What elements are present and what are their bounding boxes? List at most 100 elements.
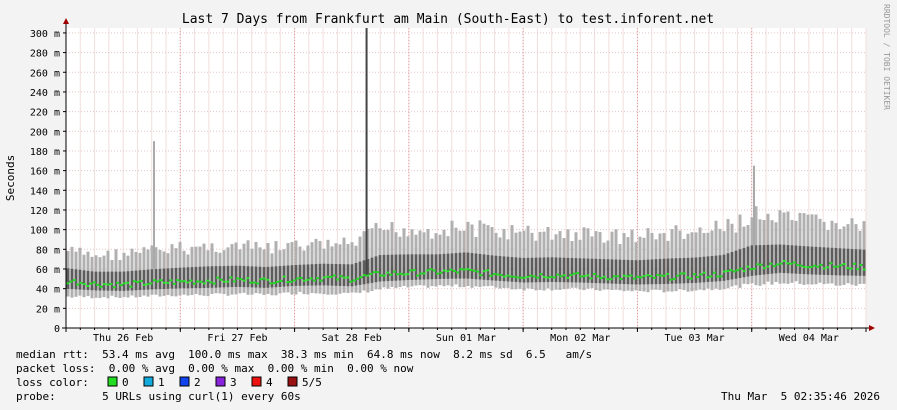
smoke-inner	[218, 266, 222, 288]
smoke-inner	[294, 264, 298, 286]
median-point	[112, 286, 116, 289]
smoke-inner	[162, 268, 166, 289]
median-point	[156, 280, 160, 283]
median-point	[452, 269, 456, 272]
median-point	[649, 275, 653, 278]
smoke-inner	[318, 263, 322, 286]
median-point	[139, 279, 143, 282]
median-point	[506, 274, 510, 277]
median-point	[249, 281, 253, 284]
smoke-inner	[122, 271, 126, 291]
median-point	[676, 274, 680, 277]
smoke-outer	[478, 220, 482, 287]
median-point	[642, 275, 646, 278]
median-point	[806, 266, 810, 269]
median-point	[596, 275, 600, 278]
smoke-inner	[458, 252, 462, 279]
median-point	[246, 277, 250, 280]
median-point	[359, 276, 363, 279]
smoke-inner	[654, 259, 658, 285]
loss-color-value: 3	[230, 376, 237, 389]
smoke-inner	[186, 267, 190, 289]
median-point	[312, 279, 316, 282]
smoke-inner	[806, 246, 810, 275]
median-point	[146, 283, 150, 286]
smoke-inner	[90, 271, 94, 291]
median-point	[442, 269, 446, 272]
smoke-inner	[546, 257, 550, 283]
median-point	[439, 271, 443, 274]
smoke-inner	[98, 271, 102, 291]
median-point	[816, 265, 820, 268]
smoke-inner	[782, 244, 786, 274]
x-tick-label: Tue 03 Mar	[664, 333, 724, 344]
smoke-inner	[662, 258, 666, 284]
smoke-inner	[66, 268, 70, 289]
median-point	[799, 264, 803, 267]
x-tick-label: Mon 02 Mar	[550, 333, 610, 344]
median-point	[462, 268, 466, 271]
smoke-inner	[422, 254, 426, 280]
rrdtool-watermark: RRDTOOL / TOBI OETIKER	[882, 4, 891, 110]
median-point	[572, 272, 576, 275]
median-point	[519, 276, 523, 279]
median-point	[222, 280, 226, 283]
smoke-inner	[618, 259, 622, 284]
median-point	[226, 280, 230, 283]
median-point	[749, 268, 753, 271]
smoke-inner	[858, 249, 862, 276]
y-tick-label: 40 m	[36, 285, 60, 296]
median-point	[356, 277, 360, 280]
median-point	[776, 263, 780, 266]
smoke-inner	[786, 245, 790, 274]
median-point	[562, 274, 566, 277]
smoke-inner	[514, 257, 518, 283]
median-point	[772, 265, 776, 268]
median-point	[742, 270, 746, 273]
smoke-inner	[778, 244, 782, 273]
y-tick-label: 240 m	[30, 88, 60, 99]
smoke-inner	[222, 265, 226, 288]
median-point	[736, 269, 740, 272]
median-point	[99, 285, 103, 288]
smoke-inner	[774, 244, 778, 274]
smoke-inner	[846, 248, 850, 276]
y-tick-label: 220 m	[30, 108, 60, 119]
smoke-inner	[142, 269, 146, 290]
median-point	[412, 269, 416, 272]
median-point	[446, 270, 450, 273]
median-point	[232, 280, 236, 283]
smoke-inner	[490, 255, 494, 281]
y-tick-label: 100 m	[30, 226, 60, 237]
median-point	[489, 274, 493, 277]
y-tick-label: 120 m	[30, 206, 60, 217]
smoke-inner	[210, 266, 214, 288]
median-point	[149, 282, 153, 285]
smoke-inner	[502, 256, 506, 282]
smoke-inner	[226, 265, 230, 288]
median-point	[552, 276, 556, 279]
median-point	[89, 282, 93, 285]
median-point	[322, 276, 326, 279]
smoke-inner	[850, 248, 854, 276]
median-point	[786, 262, 790, 265]
median-point	[299, 276, 303, 279]
median-point	[449, 268, 453, 271]
median-point	[242, 279, 246, 282]
timestamp: Thu Mar 5 02:35:46 2026	[721, 390, 880, 403]
smoke-inner	[302, 264, 306, 286]
median-point	[826, 266, 830, 269]
median-point	[766, 265, 770, 268]
median-point	[382, 274, 386, 277]
smoke-inner	[114, 271, 118, 291]
median-point	[666, 272, 670, 275]
median-point	[632, 277, 636, 280]
median-point	[179, 280, 183, 283]
median-point	[309, 277, 313, 280]
median-point	[836, 265, 840, 268]
median-point	[202, 282, 206, 285]
smoke-inner	[378, 255, 382, 282]
median-point	[712, 271, 716, 274]
smoke-inner	[710, 256, 714, 282]
smoke-inner	[194, 266, 198, 289]
